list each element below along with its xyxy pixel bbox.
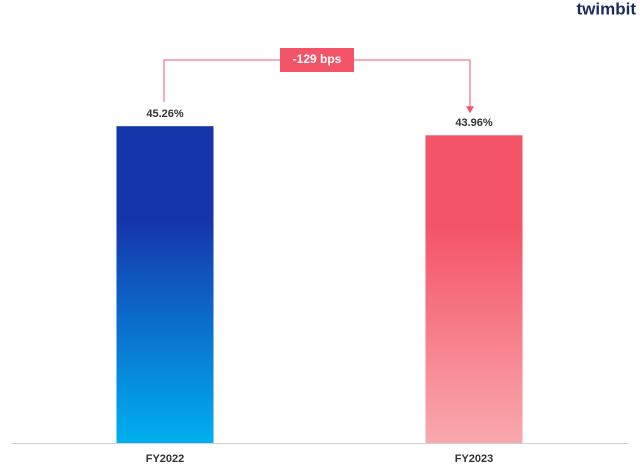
annotation: -129 bps	[293, 52, 342, 66]
bar	[116, 126, 214, 444]
logo: twimbit	[577, 0, 637, 18]
x-tick-label: FY2022	[146, 453, 185, 465]
bar	[425, 135, 523, 443]
value-label: 45.26%	[146, 108, 184, 120]
value-label: 43.96%	[455, 117, 493, 129]
arrow-head	[466, 106, 474, 114]
annotation-box	[280, 48, 354, 72]
x-tick-label: FY2023	[455, 453, 494, 465]
